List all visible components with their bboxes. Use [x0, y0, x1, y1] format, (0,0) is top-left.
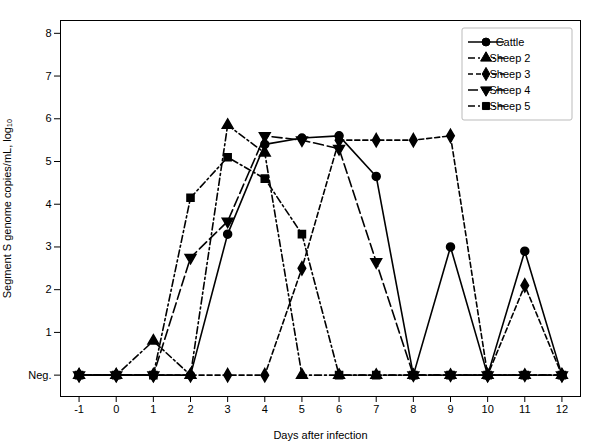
svg-text:8: 8 — [45, 27, 51, 39]
svg-text:2: 2 — [187, 403, 193, 415]
svg-text:4: 4 — [262, 403, 268, 415]
svg-text:11: 11 — [519, 403, 530, 415]
svg-text:10: 10 — [482, 403, 494, 415]
svg-text:5: 5 — [45, 155, 51, 167]
svg-text:Sheep 5: Sheep 5 — [490, 100, 531, 112]
svg-text:12: 12 — [556, 403, 568, 415]
svg-text:-1: -1 — [74, 403, 84, 415]
svg-text:3: 3 — [45, 240, 51, 252]
svg-text:4: 4 — [45, 198, 51, 210]
svg-text:1: 1 — [150, 403, 156, 415]
svg-text:6: 6 — [45, 112, 51, 124]
svg-text:5: 5 — [299, 403, 305, 415]
svg-text:6: 6 — [336, 403, 342, 415]
svg-text:1: 1 — [45, 326, 51, 338]
svg-text:2: 2 — [45, 283, 51, 295]
svg-text:0: 0 — [113, 403, 119, 415]
svg-text:9: 9 — [447, 403, 453, 415]
svg-text:8: 8 — [410, 403, 416, 415]
svg-text:Sheep 3: Sheep 3 — [490, 68, 531, 80]
svg-text:Cattle: Cattle — [496, 36, 525, 48]
svg-text:7: 7 — [45, 70, 51, 82]
svg-text:Neg.: Neg. — [28, 369, 51, 381]
svg-text:7: 7 — [373, 403, 379, 415]
svg-text:3: 3 — [225, 403, 231, 415]
svg-text:Sheep 4: Sheep 4 — [490, 84, 531, 96]
svg-text:Sheep 2: Sheep 2 — [490, 52, 531, 64]
svg-text:Segment S genome copies/mL, lo: Segment S genome copies/mL, log₁₀ — [1, 119, 13, 299]
svg-text:Days after infection: Days after infection — [273, 429, 367, 441]
